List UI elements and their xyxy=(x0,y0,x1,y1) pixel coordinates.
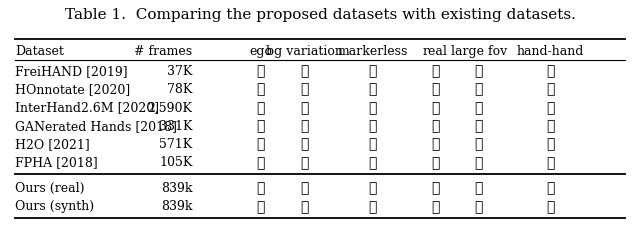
Text: ✓: ✓ xyxy=(369,64,377,78)
Text: 37K: 37K xyxy=(167,65,193,78)
Text: ✓: ✓ xyxy=(369,119,377,133)
Text: ✓: ✓ xyxy=(431,181,439,195)
Text: markerless: markerless xyxy=(338,45,408,58)
Text: ✓: ✓ xyxy=(300,155,308,169)
Text: ✗: ✗ xyxy=(546,137,554,151)
Text: ✓: ✓ xyxy=(257,155,265,169)
Text: ✓: ✓ xyxy=(431,137,439,151)
Text: ✓: ✓ xyxy=(431,64,439,78)
Text: hand-hand: hand-hand xyxy=(516,45,584,58)
Text: ✓: ✓ xyxy=(300,64,308,78)
Text: ✗: ✗ xyxy=(474,155,483,169)
Text: GANerated Hands [2018]: GANerated Hands [2018] xyxy=(15,119,177,132)
Text: ✓: ✓ xyxy=(300,119,308,133)
Text: Ours (real): Ours (real) xyxy=(15,181,84,194)
Text: Table 1.  Comparing the proposed datasets with existing datasets.: Table 1. Comparing the proposed datasets… xyxy=(65,8,575,22)
Text: ✗: ✗ xyxy=(300,101,308,115)
Text: 331K: 331K xyxy=(159,119,193,132)
Text: ✗: ✗ xyxy=(546,119,554,133)
Text: ✗: ✗ xyxy=(546,155,554,169)
Text: ✗: ✗ xyxy=(474,82,483,96)
Text: ✓: ✓ xyxy=(369,101,377,115)
Text: ✗: ✗ xyxy=(474,119,483,133)
Text: ego: ego xyxy=(250,45,273,58)
Text: ✓: ✓ xyxy=(546,101,554,115)
Text: ✗: ✗ xyxy=(257,82,265,96)
Text: ✓: ✓ xyxy=(257,181,265,195)
Text: real: real xyxy=(422,45,447,58)
Text: ✓: ✓ xyxy=(369,199,377,213)
Text: 105K: 105K xyxy=(159,156,193,169)
Text: ✗: ✗ xyxy=(474,101,483,115)
Text: 839k: 839k xyxy=(161,181,193,194)
Text: InterHand2.6M [2020]: InterHand2.6M [2020] xyxy=(15,101,159,114)
Text: ✓: ✓ xyxy=(300,199,308,213)
Text: ✗: ✗ xyxy=(257,64,265,78)
Text: ✗: ✗ xyxy=(431,199,439,213)
Text: large fov: large fov xyxy=(451,45,507,58)
Text: FreiHAND [2019]: FreiHAND [2019] xyxy=(15,65,127,78)
Text: ✗: ✗ xyxy=(431,119,439,133)
Text: ✗: ✗ xyxy=(546,64,554,78)
Text: # frames: # frames xyxy=(134,45,193,58)
Text: ✓: ✓ xyxy=(474,181,483,195)
Text: ✓: ✓ xyxy=(431,101,439,115)
Text: 78K: 78K xyxy=(167,83,193,96)
Text: ✗: ✗ xyxy=(546,82,554,96)
Text: ✓: ✓ xyxy=(369,137,377,151)
Text: 571K: 571K xyxy=(159,137,193,151)
Text: ✓: ✓ xyxy=(257,137,265,151)
Text: ✗: ✗ xyxy=(300,137,308,151)
Text: ✓: ✓ xyxy=(431,155,439,169)
Text: ✓: ✓ xyxy=(474,199,483,213)
Text: ✗: ✗ xyxy=(300,82,308,96)
Text: ✗: ✗ xyxy=(300,181,308,195)
Text: ✗: ✗ xyxy=(257,119,265,133)
Text: ✓: ✓ xyxy=(546,199,554,213)
Text: ✗: ✗ xyxy=(474,137,483,151)
Text: ✓: ✓ xyxy=(431,82,439,96)
Text: ✓: ✓ xyxy=(546,181,554,195)
Text: Ours (synth): Ours (synth) xyxy=(15,199,94,212)
Text: bg variation: bg variation xyxy=(266,45,343,58)
Text: ✓: ✓ xyxy=(369,82,377,96)
Text: ✓: ✓ xyxy=(257,199,265,213)
Text: HOnnotate [2020]: HOnnotate [2020] xyxy=(15,83,131,96)
Text: ✗: ✗ xyxy=(474,64,483,78)
Text: ✗: ✗ xyxy=(257,101,265,115)
Text: FPHA [2018]: FPHA [2018] xyxy=(15,156,98,169)
Text: ✗: ✗ xyxy=(369,155,377,169)
Text: 839k: 839k xyxy=(161,199,193,212)
Text: ✗: ✗ xyxy=(369,181,377,195)
Text: H2O [2021]: H2O [2021] xyxy=(15,137,90,151)
Text: Dataset: Dataset xyxy=(15,45,64,58)
Text: 2,590K: 2,590K xyxy=(147,101,193,114)
